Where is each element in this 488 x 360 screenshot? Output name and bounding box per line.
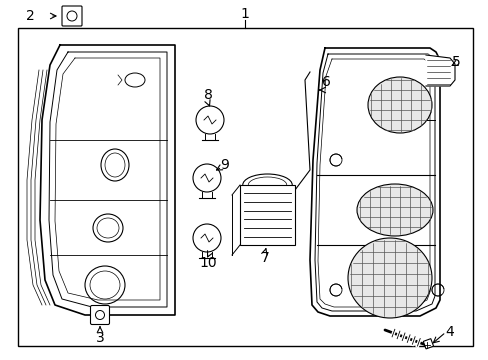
Text: 6: 6 [321,75,330,89]
Text: 3: 3 [96,331,104,345]
Ellipse shape [367,77,431,133]
Bar [423,339,433,349]
Text: 7: 7 [260,251,269,265]
Bar [240,185,294,245]
Text: 8: 8 [203,88,212,102]
Text: 4: 4 [445,325,453,339]
Polygon shape [40,45,175,315]
Ellipse shape [347,238,431,318]
FancyBboxPatch shape [62,6,82,26]
Text: 9: 9 [220,158,229,172]
Text: 2: 2 [25,9,34,23]
Bar [18,28,472,346]
FancyBboxPatch shape [90,306,109,324]
Polygon shape [425,55,454,86]
Polygon shape [309,48,439,316]
Text: 10: 10 [199,256,216,270]
Text: 1: 1 [240,7,249,21]
Text: 5: 5 [451,55,459,69]
Ellipse shape [356,184,432,236]
